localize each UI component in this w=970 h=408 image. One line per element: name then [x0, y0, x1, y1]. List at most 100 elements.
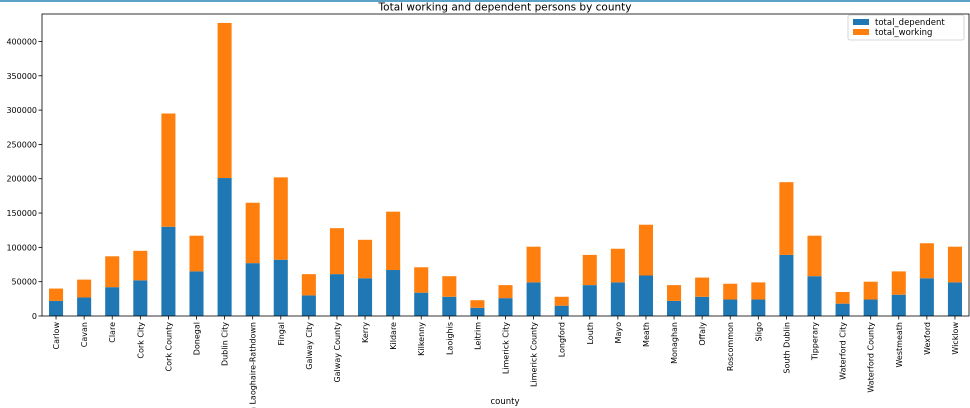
- bar-total_dependent-19: [582, 285, 597, 316]
- bar-total_dependent-7: [245, 263, 260, 316]
- x-tick-label-17: Limerick County: [530, 322, 539, 387]
- bar-total_working-10: [329, 228, 344, 275]
- plot-frame: [41, 13, 970, 317]
- legend-label-total_working: total_working: [875, 28, 932, 38]
- bar-total_working-2: [105, 256, 120, 288]
- x-tick-label-22: Monaghan: [670, 322, 679, 364]
- legend-label-total_dependent: total_dependent: [875, 18, 945, 28]
- bar-total_dependent-22: [667, 300, 682, 316]
- x-tick-label-29: Waterford County: [867, 322, 876, 393]
- bar-total_working-6: [217, 22, 232, 179]
- bar-total_dependent-25: [751, 299, 766, 316]
- bar-total_working-31: [919, 243, 934, 279]
- bar-total_working-30: [891, 271, 906, 295]
- legend-swatch-total_working: [853, 29, 869, 35]
- y-tick-label-2: 100000: [6, 243, 37, 252]
- bar-total_working-12: [386, 211, 401, 271]
- bar-total_working-27: [807, 235, 822, 277]
- x-tick-label-13: Kilkenny: [417, 322, 426, 356]
- chart-title: Total working and dependent persons by c…: [378, 2, 632, 14]
- bar-total_working-32: [947, 246, 962, 283]
- bar-total_dependent-1: [77, 297, 92, 316]
- bar-total_dependent-3: [133, 280, 148, 316]
- y-tick-label-6: 300000: [6, 106, 37, 115]
- bar-total_dependent-12: [386, 270, 401, 316]
- bar-total_working-26: [779, 182, 794, 255]
- bar-total_dependent-26: [779, 254, 794, 316]
- bar-total_working-16: [498, 285, 513, 299]
- x-tick-label-32: Wicklow: [951, 322, 960, 355]
- x-tick-label-12: Kildare: [389, 322, 398, 350]
- x-tick-label-19: Louth: [586, 322, 595, 345]
- x-tick-label-1: Cavan: [80, 322, 89, 347]
- bar-total_working-28: [835, 291, 850, 304]
- bar-total_dependent-18: [554, 305, 569, 316]
- bar-total_dependent-23: [695, 296, 710, 316]
- bar-total_working-15: [470, 300, 485, 308]
- bar-total_dependent-8: [273, 259, 288, 316]
- bar-total_working-8: [273, 177, 288, 260]
- bar-total_working-9: [301, 274, 316, 296]
- bar-total_working-5: [189, 235, 204, 272]
- x-tick-label-7: Dun Laoghaire-Rathdown: [249, 322, 258, 408]
- x-tick-label-24: Roscommon: [726, 322, 735, 371]
- y-tick-label-8: 400000: [6, 37, 37, 46]
- bar-total_working-18: [554, 296, 569, 306]
- x-tick-label-25: Sligo: [754, 322, 763, 342]
- x-tick-label-8: Fingal: [277, 322, 286, 346]
- bar-total_dependent-27: [807, 276, 822, 316]
- y-tick-label-0: 0: [32, 312, 37, 321]
- y-axis: 0 50000 100000 150000 200000 250000 300000 3500…: [6, 37, 42, 321]
- y-tick-label-4: 200000: [6, 175, 37, 184]
- bar-total_dependent-20: [610, 282, 625, 316]
- bar-total_dependent-5: [189, 271, 204, 316]
- x-axis: Carlow Cavan Clare Cork City Cork County Done…: [52, 316, 960, 408]
- x-tick-label-28: Waterford City: [839, 322, 848, 380]
- x-axis-label: county: [490, 397, 519, 407]
- x-tick-label-10: Galway County: [333, 322, 342, 383]
- legend-box: [847, 14, 965, 41]
- bar-total_working-4: [161, 113, 176, 227]
- bar-total_dependent-16: [498, 298, 513, 316]
- bar-total_dependent-4: [161, 226, 176, 316]
- x-tick-label-0: Carlow: [52, 322, 61, 350]
- x-tick-label-9: Galway City: [305, 322, 314, 370]
- x-tick-label-18: Longford: [558, 322, 567, 357]
- bar-total_working-24: [723, 283, 738, 300]
- bar-total_dependent-0: [49, 300, 64, 316]
- x-tick-label-3: Cork City: [136, 322, 145, 359]
- bar-total_dependent-6: [217, 178, 232, 316]
- bar-total_dependent-29: [863, 299, 878, 316]
- x-tick-label-11: Kerry: [361, 322, 370, 343]
- x-tick-label-27: Tipperary: [811, 322, 820, 361]
- x-tick-label-31: Wexford: [923, 322, 932, 355]
- x-tick-label-5: Donegal: [193, 322, 202, 355]
- bar-total_working-20: [610, 248, 625, 283]
- legend-swatch-total_dependent: [853, 19, 869, 25]
- bar-total_dependent-24: [723, 299, 738, 316]
- bar-total_dependent-10: [329, 274, 344, 316]
- bar-total_dependent-31: [919, 278, 934, 316]
- x-tick-label-30: Westmeath: [895, 322, 904, 368]
- y-tick-label-5: 250000: [6, 140, 37, 149]
- bar-total_working-1: [77, 279, 92, 298]
- y-tick-label-7: 350000: [6, 72, 37, 81]
- y-tick-label-3: 150000: [6, 209, 37, 218]
- bar-total_working-22: [667, 285, 682, 301]
- x-tick-label-21: Meath: [642, 322, 651, 347]
- x-tick-label-4: Cork County: [164, 322, 173, 372]
- bar-total_dependent-9: [301, 295, 316, 316]
- bar-total_dependent-21: [638, 275, 653, 316]
- bar-total_dependent-28: [835, 303, 850, 316]
- bar-total_working-25: [751, 282, 766, 300]
- bar-total_dependent-15: [470, 307, 485, 316]
- bar-total_dependent-17: [526, 282, 541, 316]
- bar-total_dependent-14: [442, 296, 457, 316]
- x-tick-label-20: Mayo: [614, 322, 623, 344]
- bar-total_working-11: [358, 239, 373, 279]
- y-tick-label-1: 50000: [12, 278, 37, 287]
- x-tick-label-16: Limerick City: [502, 322, 511, 374]
- bar-total_working-19: [582, 254, 597, 286]
